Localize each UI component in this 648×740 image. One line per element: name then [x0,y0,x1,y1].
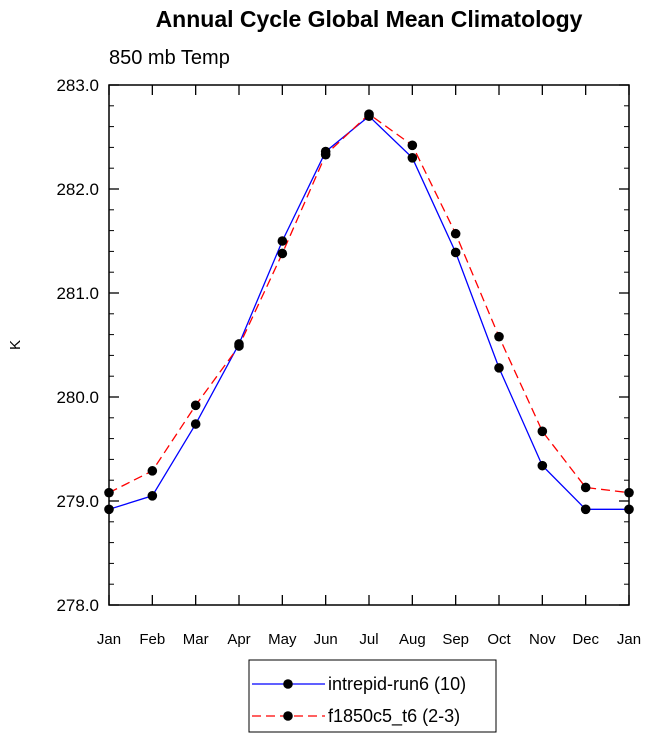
x-tick-label: Apr [227,631,250,648]
legend-label-series-1: intrepid-run6 (10) [328,674,466,694]
series-2-point [147,466,158,476]
series-line-1 [108,115,629,510]
series-layer [104,109,634,515]
x-tick-label: Mar [183,631,209,648]
series-2-point [537,426,548,437]
series-1-point [580,504,591,515]
chart-title: Annual Cycle Global Mean Climatology [156,6,583,32]
y-tick-label: 283.0 [56,76,99,95]
y-tick-label: 279.0 [56,492,99,511]
x-tick-label: Feb [139,631,165,648]
y-tick-label: 282.0 [56,180,99,199]
series-1-point [537,460,548,471]
x-tick-label: Jan [617,631,641,648]
series-2-point [494,331,504,342]
major-ticks [108,84,630,606]
series-2-point [320,149,331,160]
series-2-point [580,482,591,493]
x-tick-label: Jul [359,631,378,648]
series-1-point [147,491,158,501]
y-tick-label: 278.0 [56,596,99,615]
series-1-point [277,236,288,246]
series-2-point [450,228,461,239]
x-tick-labels: Jan Feb Mar Apr May Jun Jul Aug Sep Oct Nov Dec Jan [97,631,641,648]
series-2-point [277,248,288,259]
x-tick-label: Jan [97,631,121,648]
plot-frame [108,84,630,606]
x-tick-label: Jun [314,631,338,648]
x-tick-label: Oct [487,631,511,648]
x-tick-label: May [268,631,297,648]
series-1-point [407,153,418,163]
y-axis-label: K [7,340,24,350]
x-tick-label: Aug [399,631,426,648]
y-tick-label: 280.0 [56,388,99,407]
series-1-point [494,363,504,373]
minor-ticks [109,105,629,585]
series-1-point [450,247,461,258]
x-tick-label: Sep [442,631,469,648]
legend-label-series-2: f1850c5_t6 (2-3) [328,706,460,727]
x-tick-label: Nov [529,631,556,648]
series-2-point [190,400,201,411]
legend-marker-series-1 [283,679,293,689]
series-2-point [234,341,244,351]
x-tick-label: Dec [572,631,599,648]
legend: intrepid-run6 (10) f1850c5_t6 (2-3) [248,659,497,733]
y-tick-label: 281.0 [56,284,99,303]
y-tick-labels: 278.0 279.0 280.0 281.0 282.0 283.0 [56,76,99,615]
series-line-2 [108,113,630,494]
series-2-point [407,140,418,151]
series-2-point [364,109,374,119]
chart-subtitle: 850 mb Temp [109,47,230,69]
series-1-point [190,419,201,429]
legend-marker-series-2 [283,711,293,721]
